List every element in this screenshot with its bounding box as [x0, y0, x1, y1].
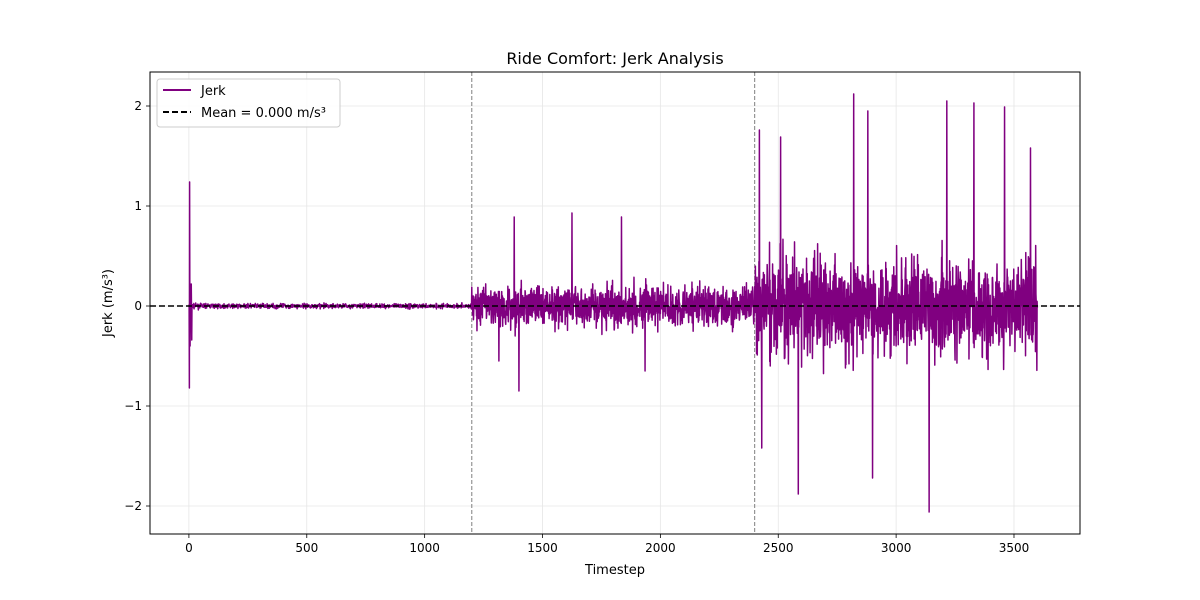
x-tick-label: 1000	[409, 541, 440, 555]
chart-title: Ride Comfort: Jerk Analysis	[506, 49, 723, 68]
x-tick-label: 500	[295, 541, 318, 555]
x-tick-label: 0	[185, 541, 193, 555]
y-axis-label: Jerk (m/s³)	[101, 269, 116, 338]
legend-label-jerk: Jerk	[200, 84, 226, 99]
y-tick-label: −2	[124, 499, 142, 513]
x-tick-label: 3500	[999, 541, 1030, 555]
legend-box	[156, 78, 341, 128]
x-tick-label: 3000	[881, 541, 912, 555]
y-tick-label: 2	[134, 99, 142, 113]
plot-frame	[149, 71, 1081, 535]
legend: Jerk Mean = 0.000 m/s³	[156, 78, 341, 128]
jerk-series-line	[188, 93, 1039, 513]
x-axis-ticks: 0 500 1000 1500 2000 2500 3000 3500	[185, 534, 1029, 555]
x-axis-label: Timestep	[584, 563, 645, 578]
x-tick-label: 2500	[763, 541, 794, 555]
x-tick-label: 2000	[645, 541, 676, 555]
y-tick-label: 1	[134, 199, 142, 213]
y-tick-label: 0	[134, 299, 142, 313]
series-layer	[188, 93, 1039, 513]
y-tick-label: −1	[124, 399, 142, 413]
x-tick-label: 1500	[527, 541, 558, 555]
legend-label-mean: Mean = 0.000 m/s³	[201, 106, 326, 121]
y-axis-ticks: −2 −1 0 1 2	[124, 99, 150, 513]
